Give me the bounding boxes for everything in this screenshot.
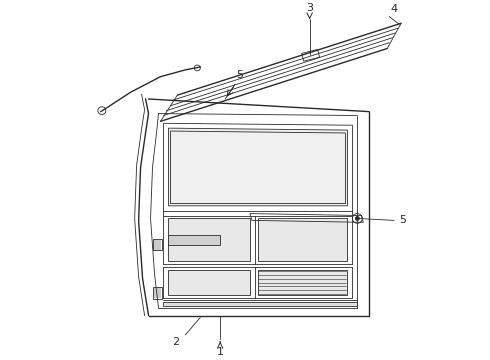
Polygon shape: [169, 270, 250, 295]
Text: 5: 5: [237, 69, 244, 80]
Polygon shape: [258, 270, 347, 295]
Circle shape: [355, 216, 359, 220]
Polygon shape: [258, 219, 347, 261]
Text: 1: 1: [217, 347, 223, 357]
Polygon shape: [164, 302, 357, 306]
Polygon shape: [169, 128, 347, 206]
Polygon shape: [169, 219, 250, 261]
Text: 2: 2: [172, 337, 179, 347]
Text: 5: 5: [399, 215, 406, 225]
Text: 4: 4: [391, 4, 398, 14]
Polygon shape: [169, 235, 220, 245]
Text: 3: 3: [306, 3, 313, 13]
